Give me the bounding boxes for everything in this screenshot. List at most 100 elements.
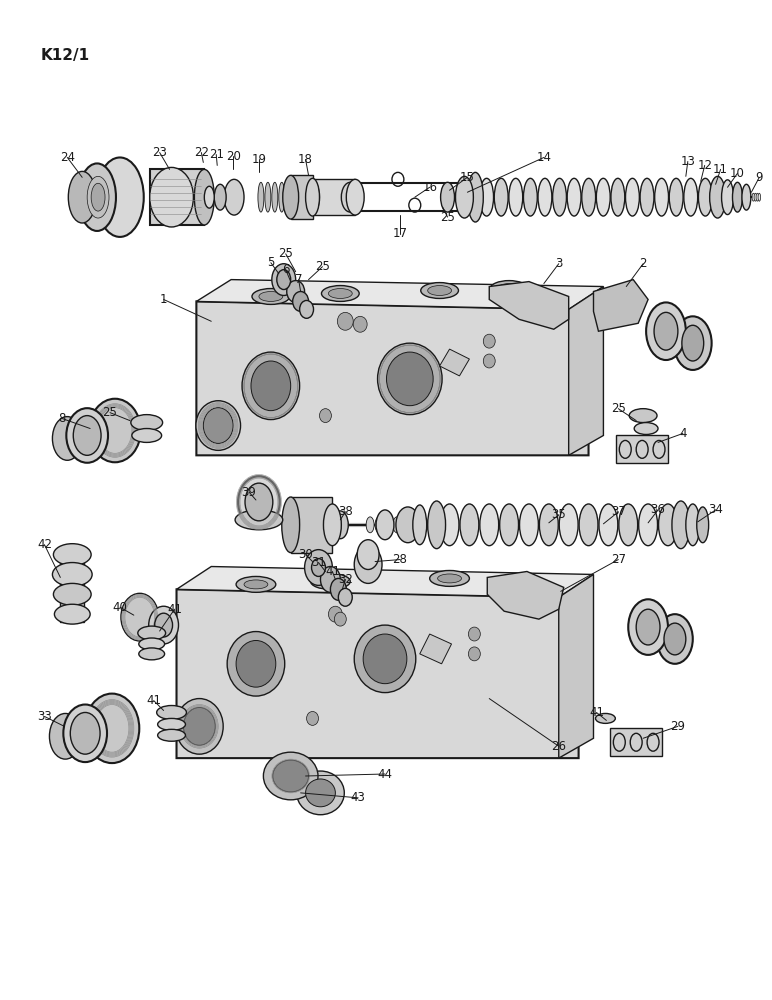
Ellipse shape	[300, 300, 313, 318]
Ellipse shape	[236, 640, 276, 687]
Ellipse shape	[354, 316, 367, 332]
Text: 16: 16	[422, 181, 437, 194]
Text: 25: 25	[440, 211, 455, 224]
Ellipse shape	[320, 567, 340, 592]
Ellipse shape	[595, 713, 615, 723]
Ellipse shape	[664, 623, 686, 655]
Ellipse shape	[195, 169, 215, 225]
Ellipse shape	[553, 178, 567, 216]
Text: 14: 14	[537, 151, 551, 164]
Ellipse shape	[85, 694, 139, 763]
Text: 25: 25	[278, 247, 293, 260]
Text: 42: 42	[37, 538, 52, 551]
Text: 41: 41	[589, 706, 604, 719]
Ellipse shape	[375, 517, 383, 533]
Ellipse shape	[567, 178, 581, 216]
Ellipse shape	[306, 178, 320, 216]
Polygon shape	[489, 282, 569, 329]
Bar	[291, 175, 313, 219]
Ellipse shape	[330, 578, 347, 600]
Text: 8: 8	[59, 412, 66, 425]
Ellipse shape	[244, 580, 268, 589]
Text: 36: 36	[651, 503, 665, 516]
Text: 25: 25	[611, 402, 626, 415]
Ellipse shape	[402, 517, 410, 533]
Ellipse shape	[277, 270, 291, 290]
Text: 34: 34	[708, 503, 723, 516]
Text: 30: 30	[298, 548, 313, 561]
Ellipse shape	[87, 176, 109, 218]
Ellipse shape	[321, 286, 359, 301]
Ellipse shape	[265, 182, 271, 212]
Ellipse shape	[538, 178, 552, 216]
Ellipse shape	[227, 632, 285, 696]
Ellipse shape	[460, 504, 479, 546]
Ellipse shape	[540, 504, 558, 546]
Ellipse shape	[242, 352, 300, 420]
Ellipse shape	[333, 511, 348, 539]
Ellipse shape	[697, 507, 709, 543]
Ellipse shape	[53, 544, 91, 566]
Text: 41: 41	[167, 603, 182, 616]
Ellipse shape	[366, 517, 374, 533]
Ellipse shape	[669, 178, 683, 216]
Ellipse shape	[619, 504, 638, 546]
Text: 13: 13	[680, 155, 696, 168]
Bar	[616, 435, 668, 463]
Ellipse shape	[341, 182, 359, 212]
Ellipse shape	[70, 712, 100, 754]
Text: 6: 6	[282, 263, 290, 276]
Ellipse shape	[52, 563, 92, 586]
Ellipse shape	[497, 284, 521, 293]
Text: 12: 12	[697, 159, 713, 172]
Ellipse shape	[245, 483, 273, 521]
Ellipse shape	[483, 354, 495, 368]
Ellipse shape	[655, 178, 669, 216]
Ellipse shape	[78, 163, 116, 231]
Ellipse shape	[629, 409, 657, 423]
Ellipse shape	[455, 176, 473, 218]
Ellipse shape	[337, 312, 354, 330]
Ellipse shape	[758, 193, 760, 201]
Ellipse shape	[638, 504, 658, 546]
Ellipse shape	[640, 178, 654, 216]
Text: 3: 3	[555, 257, 563, 270]
Ellipse shape	[235, 510, 283, 530]
Text: 41: 41	[325, 565, 340, 578]
Ellipse shape	[196, 401, 241, 450]
Text: 38: 38	[338, 505, 353, 518]
Bar	[611, 728, 662, 756]
Ellipse shape	[238, 476, 279, 528]
Ellipse shape	[53, 583, 91, 605]
Ellipse shape	[328, 289, 352, 298]
Ellipse shape	[523, 178, 537, 216]
Ellipse shape	[73, 416, 101, 455]
Ellipse shape	[319, 577, 342, 586]
Bar	[150, 169, 205, 225]
Text: 39: 39	[242, 486, 256, 499]
Ellipse shape	[150, 167, 194, 227]
Ellipse shape	[305, 550, 333, 585]
Ellipse shape	[686, 504, 699, 546]
Text: 32: 32	[338, 573, 353, 586]
Ellipse shape	[672, 501, 690, 549]
Polygon shape	[196, 280, 604, 309]
Text: 1: 1	[160, 293, 168, 306]
Ellipse shape	[752, 193, 754, 201]
Ellipse shape	[251, 361, 291, 411]
Ellipse shape	[323, 504, 341, 546]
Ellipse shape	[742, 184, 751, 210]
Ellipse shape	[479, 178, 493, 216]
Ellipse shape	[494, 178, 508, 216]
Ellipse shape	[354, 546, 382, 583]
Text: 22: 22	[194, 146, 209, 159]
Ellipse shape	[469, 647, 480, 661]
Ellipse shape	[328, 606, 342, 622]
Polygon shape	[177, 589, 578, 758]
Ellipse shape	[52, 417, 82, 460]
Text: 9: 9	[756, 171, 763, 184]
Text: 23: 23	[152, 146, 167, 159]
Ellipse shape	[628, 599, 668, 655]
Ellipse shape	[428, 517, 437, 533]
Ellipse shape	[272, 264, 296, 295]
